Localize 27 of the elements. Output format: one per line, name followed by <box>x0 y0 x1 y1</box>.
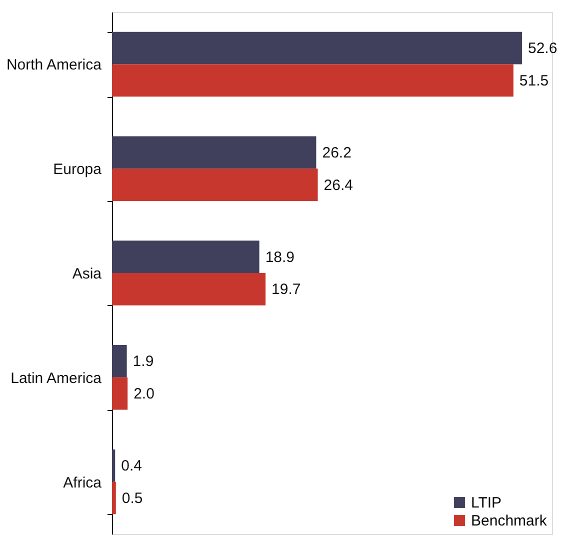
data-label: 52.6 <box>528 40 558 58</box>
bar <box>112 273 266 306</box>
bar <box>112 240 260 273</box>
data-label: 26.4 <box>324 176 353 194</box>
y-tick-label: Africa <box>63 474 102 492</box>
bar <box>112 345 127 378</box>
bar <box>112 136 316 169</box>
bar <box>112 377 128 410</box>
legend-label: LTIP <box>471 494 502 512</box>
data-label: 2.0 <box>134 386 154 403</box>
data-label: 51.5 <box>519 72 549 90</box>
data-label: 0.4 <box>121 458 142 475</box>
data-label: 18.9 <box>265 248 295 266</box>
bar <box>112 64 514 97</box>
data-label: 26.2 <box>322 144 352 162</box>
bar <box>112 482 116 514</box>
y-tick-label: Latin America <box>10 370 102 387</box>
bar <box>112 168 318 201</box>
data-label: 0.5 <box>122 490 143 507</box>
data-label: 19.7 <box>272 281 301 298</box>
legend-label: Benchmark <box>471 512 548 530</box>
y-tick-label: Europa <box>53 161 102 178</box>
bar <box>112 449 116 482</box>
y-tick-label: Asia <box>72 266 102 282</box>
bar <box>112 32 522 64</box>
y-tick-label: North America <box>6 56 102 74</box>
data-label: 1.9 <box>132 353 154 370</box>
